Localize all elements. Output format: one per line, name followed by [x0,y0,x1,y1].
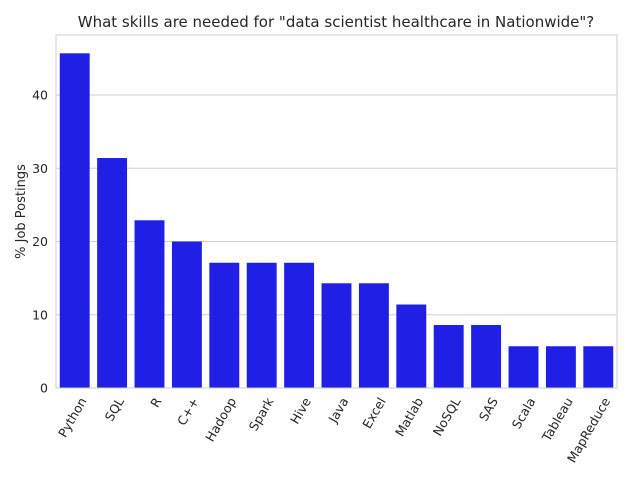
y-axis-ticks: 0 10 20 30 40 [32,88,48,396]
bar-java [321,283,352,388]
bar-mapreduce [583,346,614,388]
y-tick-label: 0 [40,381,48,396]
bar-hadoop [209,262,240,388]
y-tick-label: 20 [32,234,48,249]
bar-scala [508,346,539,388]
y-tick-label: 10 [32,307,48,322]
chart-title: What skills are needed for "data scienti… [78,13,595,31]
y-axis-label: % Job Postings [14,164,29,259]
bar-nosql [433,325,464,388]
bar-r [134,220,165,388]
bar-python [59,53,90,388]
bar-spark [246,262,277,388]
bar-excel [358,283,389,388]
plot-frame [55,34,618,389]
y-tick-label: 40 [32,88,48,103]
bar-hive [284,262,315,388]
bar-sas [471,325,502,388]
bar-tableau [545,346,576,388]
bar-ccpp [171,241,202,388]
y-tick-label: 30 [32,161,48,176]
bar-sql [97,158,128,388]
bar-matlab [396,304,427,388]
bars [59,53,614,388]
